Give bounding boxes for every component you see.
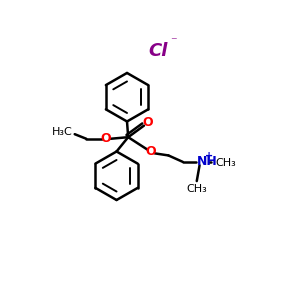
Text: +: + xyxy=(205,151,213,161)
Text: NH: NH xyxy=(197,155,218,168)
Text: CH₃: CH₃ xyxy=(186,184,207,194)
Text: O: O xyxy=(101,132,111,145)
Text: CH₃: CH₃ xyxy=(216,158,237,168)
Text: Cl: Cl xyxy=(149,42,168,60)
Text: O: O xyxy=(146,145,156,158)
Text: H₃C: H₃C xyxy=(52,127,72,137)
Text: ⁻: ⁻ xyxy=(170,35,177,48)
Text: O: O xyxy=(142,116,153,129)
